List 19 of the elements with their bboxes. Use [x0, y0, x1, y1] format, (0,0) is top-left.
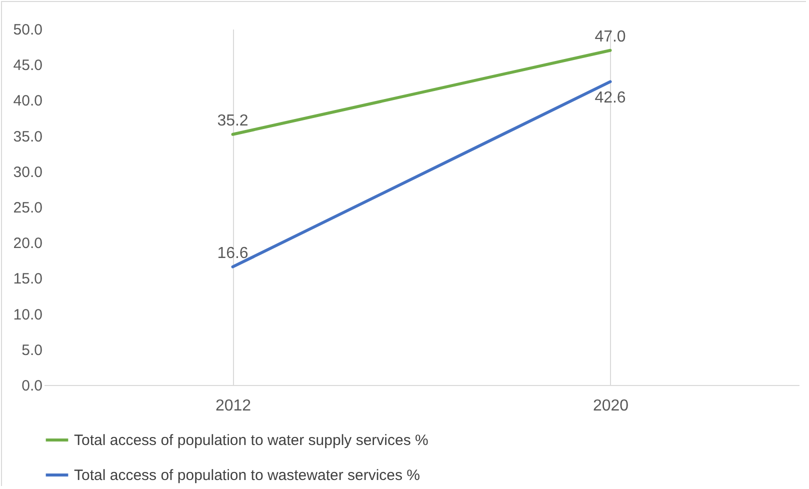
data-label: 16.6 — [217, 244, 248, 262]
data-label: 47.0 — [594, 28, 626, 46]
x-tick-label: 2012 — [215, 398, 252, 414]
y-tick-label: 40.0 — [13, 92, 42, 110]
y-tick-label: 30.0 — [13, 164, 42, 181]
y-tick-label: 10.0 — [13, 306, 42, 324]
y-tick-label: 35.0 — [13, 128, 42, 146]
legend-label: Total access of population to water supply services % — [74, 432, 428, 449]
y-tick-label: 5.0 — [22, 342, 42, 359]
data-label: 42.6 — [594, 90, 626, 107]
y-tick-label: 20.0 — [13, 235, 42, 252]
x-tick-label: 2020 — [592, 398, 629, 414]
y-tick-label: 45.0 — [13, 57, 42, 74]
y-tick-label: 15.0 — [13, 270, 42, 288]
y-tick-label: 50.0 — [13, 22, 42, 38]
y-tick-label: 25.0 — [13, 200, 42, 216]
legend-label: Total access of population to wastewater services % — [74, 467, 420, 484]
y-tick-label: 0.0 — [22, 378, 42, 394]
data-label: 35.2 — [217, 112, 248, 130]
